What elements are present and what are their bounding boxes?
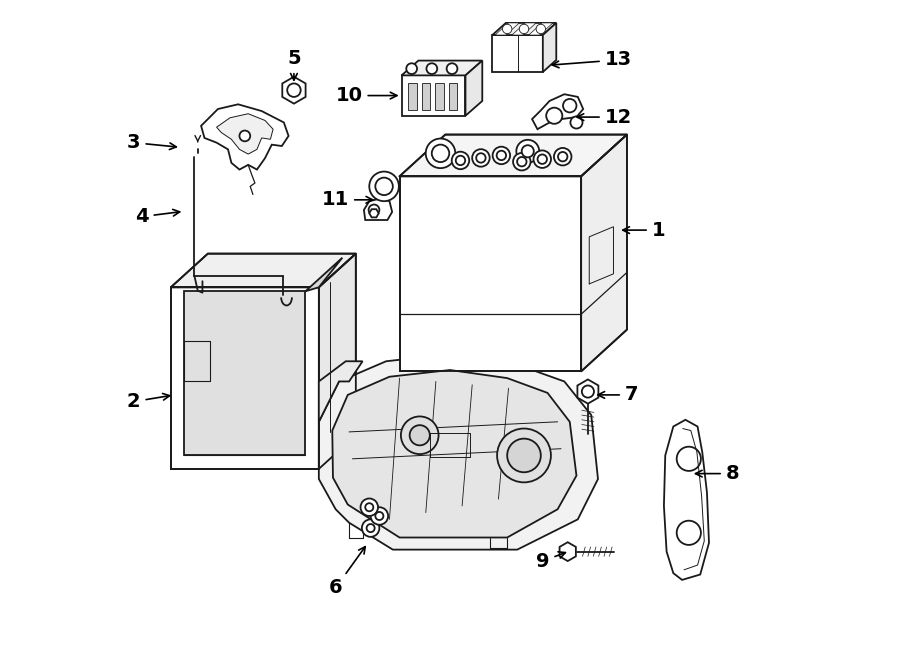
Circle shape [362, 520, 380, 537]
Circle shape [406, 64, 417, 74]
Circle shape [522, 145, 534, 158]
Circle shape [519, 24, 528, 34]
Text: 1: 1 [623, 220, 665, 240]
Polygon shape [171, 254, 356, 287]
Circle shape [426, 138, 455, 168]
Polygon shape [319, 355, 598, 549]
Circle shape [427, 64, 437, 74]
Polygon shape [171, 287, 319, 469]
Polygon shape [369, 209, 379, 217]
Circle shape [375, 512, 383, 520]
Circle shape [476, 153, 486, 163]
Polygon shape [532, 94, 583, 129]
Polygon shape [184, 291, 305, 455]
Polygon shape [528, 23, 553, 35]
Circle shape [369, 171, 399, 201]
Circle shape [513, 153, 531, 170]
Text: 10: 10 [336, 86, 397, 105]
Circle shape [410, 425, 430, 446]
Circle shape [452, 152, 469, 169]
Circle shape [375, 177, 392, 195]
Text: 2: 2 [127, 392, 169, 411]
Text: 9: 9 [536, 551, 565, 571]
Circle shape [517, 140, 539, 163]
Circle shape [492, 147, 510, 164]
Polygon shape [332, 370, 577, 538]
Polygon shape [492, 23, 556, 35]
Circle shape [558, 152, 567, 162]
Circle shape [677, 521, 701, 545]
Polygon shape [664, 420, 709, 580]
Circle shape [239, 130, 250, 141]
Polygon shape [492, 35, 543, 72]
Circle shape [366, 524, 374, 532]
Circle shape [571, 117, 582, 128]
Polygon shape [319, 361, 363, 422]
Circle shape [518, 157, 526, 166]
Text: 4: 4 [135, 207, 180, 226]
Text: 11: 11 [322, 191, 373, 209]
Circle shape [563, 99, 577, 113]
Polygon shape [364, 199, 392, 220]
Polygon shape [217, 114, 273, 154]
Circle shape [371, 507, 388, 525]
Polygon shape [400, 134, 627, 176]
Polygon shape [512, 23, 536, 35]
Polygon shape [283, 77, 306, 104]
Polygon shape [319, 254, 356, 469]
Circle shape [287, 83, 301, 97]
Circle shape [369, 205, 380, 215]
Polygon shape [305, 258, 342, 291]
Circle shape [432, 144, 449, 162]
Polygon shape [581, 134, 627, 371]
Polygon shape [578, 379, 599, 404]
Circle shape [361, 498, 378, 516]
Text: 13: 13 [553, 50, 632, 70]
Circle shape [400, 416, 438, 454]
Circle shape [554, 148, 572, 166]
Circle shape [497, 428, 551, 483]
Circle shape [537, 154, 547, 164]
Polygon shape [465, 61, 482, 116]
Circle shape [508, 439, 541, 472]
Circle shape [534, 150, 551, 168]
Circle shape [546, 108, 562, 124]
Polygon shape [495, 23, 519, 35]
Circle shape [497, 151, 506, 160]
Text: 6: 6 [328, 547, 365, 598]
Circle shape [455, 156, 465, 165]
Text: 3: 3 [127, 133, 176, 152]
Polygon shape [560, 542, 576, 561]
Circle shape [502, 24, 512, 34]
Polygon shape [401, 75, 465, 116]
Circle shape [472, 149, 490, 167]
Polygon shape [201, 105, 289, 169]
FancyBboxPatch shape [409, 83, 417, 111]
FancyBboxPatch shape [422, 83, 430, 111]
Circle shape [581, 385, 594, 398]
FancyBboxPatch shape [436, 83, 444, 111]
Circle shape [677, 447, 701, 471]
Circle shape [446, 64, 457, 74]
FancyBboxPatch shape [449, 83, 457, 111]
Text: 5: 5 [287, 49, 301, 80]
Circle shape [536, 24, 545, 34]
Polygon shape [401, 61, 482, 75]
Text: 12: 12 [577, 108, 632, 126]
Polygon shape [400, 176, 581, 371]
Circle shape [365, 503, 374, 511]
Text: 7: 7 [598, 385, 638, 404]
Text: 8: 8 [696, 464, 740, 483]
Polygon shape [543, 23, 556, 72]
